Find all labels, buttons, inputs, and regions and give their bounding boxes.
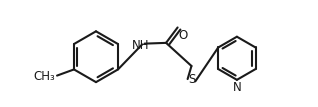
Text: S: S — [188, 73, 195, 86]
Text: CH₃: CH₃ — [34, 70, 56, 83]
Text: O: O — [178, 29, 188, 42]
Text: NH: NH — [132, 39, 149, 52]
Text: N: N — [232, 81, 241, 94]
